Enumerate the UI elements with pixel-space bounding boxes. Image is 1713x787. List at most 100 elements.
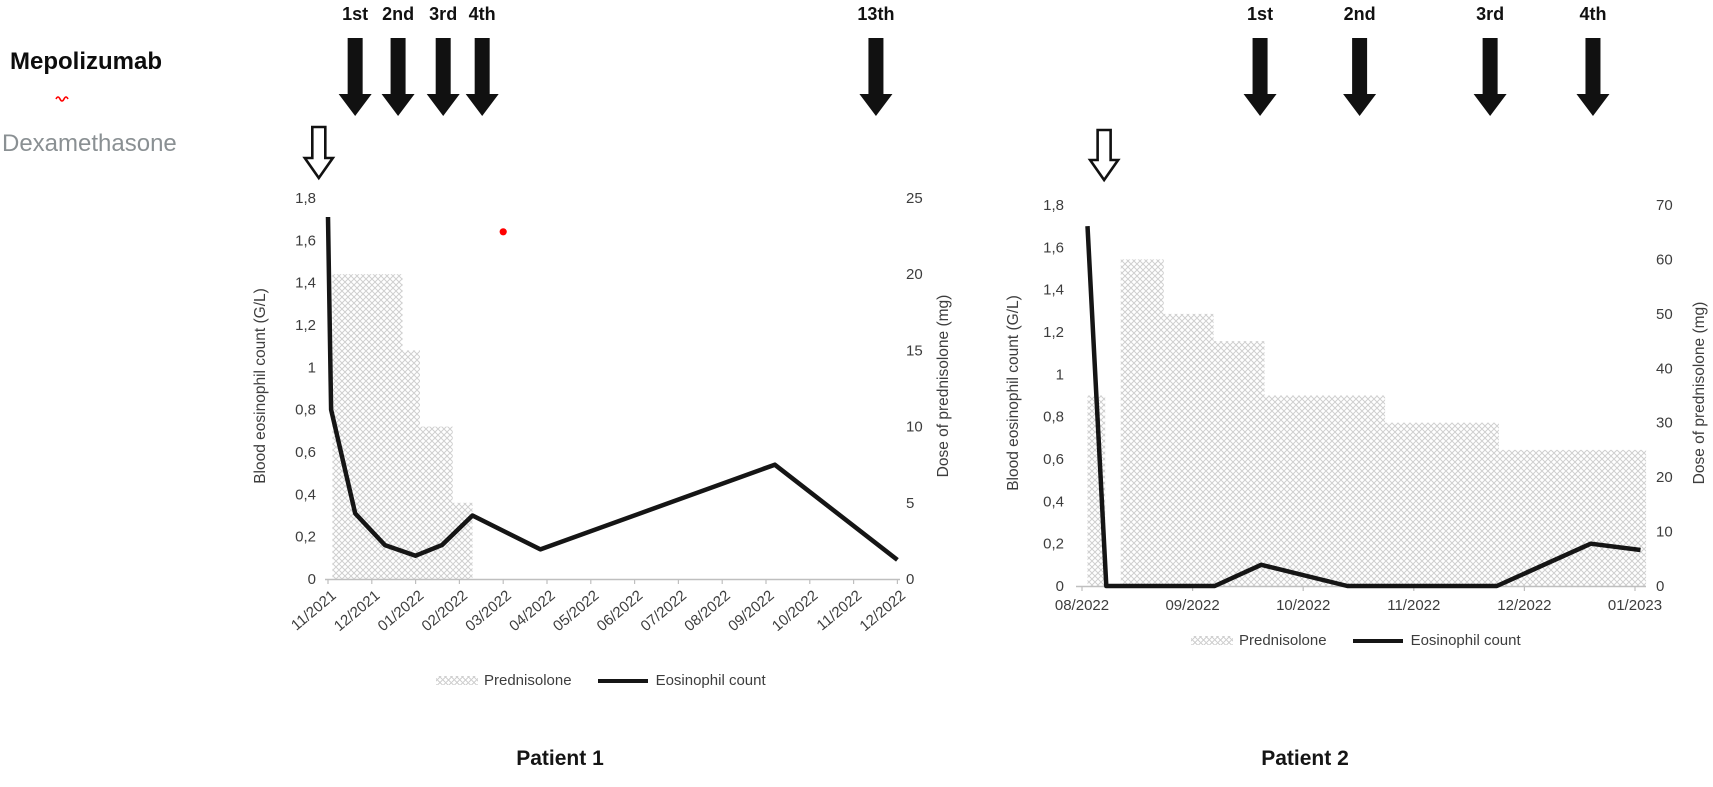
patient1-right-axis-labels: 0 5 10 15 20 25 <box>906 190 923 588</box>
svg-text:1,8: 1,8 <box>1043 197 1064 214</box>
svg-text:1,6: 1,6 <box>295 232 316 249</box>
svg-text:1,4: 1,4 <box>295 275 316 292</box>
injection-label: 2nd <box>1344 4 1376 24</box>
svg-text:1: 1 <box>1056 366 1064 383</box>
svg-text:11/2022: 11/2022 <box>814 587 866 634</box>
prednisolone-step-50mg <box>1163 313 1214 586</box>
patient1-left-axis-labels: 0 0,2 0,4 0,6 0,8 1 1,2 1,4 1,6 1,8 <box>295 190 316 588</box>
svg-text:30: 30 <box>1656 415 1673 432</box>
svg-text:11/2021: 11/2021 <box>288 587 340 634</box>
svg-text:60: 60 <box>1656 251 1673 268</box>
dexamethasone-arrow-icon <box>1087 128 1121 183</box>
svg-text:20: 20 <box>1656 469 1673 486</box>
injection-label: 1st <box>342 4 368 24</box>
mepolizumab-arrow-icon <box>381 38 415 116</box>
patient1-chart: 11/202112/202101/202202/202203/202204/20… <box>252 4 952 635</box>
svg-text:70: 70 <box>1656 197 1673 214</box>
patient2-left-axis-labels: 0 0,2 0,4 0,6 0,8 1 1,2 1,4 1,6 1,8 <box>1043 197 1064 595</box>
prednisolone-step-20mg <box>332 274 403 579</box>
svg-text:1: 1 <box>308 359 316 376</box>
svg-text:03/2022: 03/2022 <box>462 587 514 635</box>
svg-text:12/2022: 12/2022 <box>856 587 908 635</box>
mepolizumab-arrow-icon <box>1576 38 1610 116</box>
injection-label: 13th <box>857 4 894 24</box>
svg-text:0,8: 0,8 <box>295 402 316 419</box>
dexamethasone-arrow-icon <box>302 125 336 181</box>
svg-text:09/2022: 09/2022 <box>725 587 777 635</box>
patient1-right-axis-title: Dose of prednisolone (mg) <box>935 295 952 478</box>
svg-text:0,2: 0,2 <box>295 529 316 546</box>
svg-text:15: 15 <box>906 342 923 359</box>
svg-text:50: 50 <box>1656 306 1673 323</box>
svg-text:5: 5 <box>906 495 914 512</box>
svg-text:1,6: 1,6 <box>1043 239 1064 256</box>
prednisolone-swatch-icon <box>436 676 478 685</box>
svg-text:1,8: 1,8 <box>295 190 316 207</box>
prednisolone-step-5mg <box>452 502 473 579</box>
injection-label: 3rd <box>1476 4 1504 24</box>
svg-text:05/2022: 05/2022 <box>550 587 602 635</box>
svg-text:0,4: 0,4 <box>1043 493 1064 510</box>
svg-text:11/2022: 11/2022 <box>1387 597 1440 614</box>
prednisolone-step-25mg <box>1499 449 1647 586</box>
red-dot-marker <box>499 228 507 236</box>
svg-text:0: 0 <box>1056 578 1064 595</box>
svg-text:12/2021: 12/2021 <box>331 587 383 635</box>
patient2-prednisolone-area <box>1087 259 1647 586</box>
injection-label: 2nd <box>382 4 414 24</box>
patient1-mepolizumab-arrows: 1st 2nd 3rd 4th 13th <box>338 4 894 116</box>
patient2-x-labels: 08/2022 09/2022 10/2022 11/2022 12/2022 01/20… <box>1055 597 1662 614</box>
mepolizumab-arrow-icon <box>859 38 893 116</box>
prednisolone-step-45mg <box>1213 341 1265 586</box>
prednisolone-step-30mg <box>1385 422 1499 586</box>
patient2-right-axis-labels: 0 10 20 30 40 50 60 70 <box>1656 197 1673 595</box>
svg-text:02/2022: 02/2022 <box>418 587 470 635</box>
svg-text:0: 0 <box>906 571 914 588</box>
svg-text:12/2022: 12/2022 <box>1497 597 1551 614</box>
injection-label: 4th <box>469 4 496 24</box>
prednisolone-swatch-icon <box>1191 636 1233 645</box>
eosinophil-swatch-icon <box>1352 638 1403 643</box>
dexamethasone-row-label: Dexamethasone <box>2 130 177 157</box>
patient1-legend: Prednisolone Eosinophil count <box>436 672 766 689</box>
svg-text:0,6: 0,6 <box>1043 451 1064 468</box>
svg-text:10: 10 <box>1656 524 1673 541</box>
svg-text:08/2022: 08/2022 <box>1055 597 1109 614</box>
red-squiggle-artifact <box>55 96 69 102</box>
svg-text:0,4: 0,4 <box>295 486 316 503</box>
patient2-chart: 08/2022 09/2022 10/2022 11/2022 12/2022 01/20… <box>1005 4 1708 614</box>
injection-label: 3rd <box>429 4 457 24</box>
patient1-eosinophil-line <box>325 216 899 562</box>
patient2-eosinophil-line <box>1085 225 1641 589</box>
legend-eosinophil-label: Eosinophil count <box>655 672 766 689</box>
svg-text:09/2022: 09/2022 <box>1165 597 1219 614</box>
svg-text:40: 40 <box>1656 360 1673 377</box>
patient2-right-axis-title: Dose of prednisolone (mg) <box>1691 302 1708 485</box>
svg-text:06/2022: 06/2022 <box>594 587 646 635</box>
svg-text:10: 10 <box>906 419 923 436</box>
svg-text:1,4: 1,4 <box>1043 282 1064 299</box>
prednisolone-step-35mg <box>1264 395 1386 586</box>
svg-text:08/2022: 08/2022 <box>681 587 733 635</box>
patient1-left-axis-title: Blood eosinophil count (G/L) <box>252 288 269 484</box>
patient1-x-axis <box>325 578 900 584</box>
svg-text:0,8: 0,8 <box>1043 409 1064 426</box>
svg-text:0: 0 <box>308 571 316 588</box>
injection-label: 4th <box>1579 4 1606 24</box>
mepolizumab-arrow-icon <box>465 38 499 116</box>
svg-text:0: 0 <box>1656 578 1664 595</box>
legend-eosinophil-label: Eosinophil count <box>1410 632 1521 649</box>
svg-text:04/2022: 04/2022 <box>506 587 558 635</box>
mepolizumab-arrow-icon <box>1243 38 1277 116</box>
svg-text:0,2: 0,2 <box>1043 536 1064 553</box>
svg-text:25: 25 <box>906 190 923 207</box>
injection-label: 1st <box>1247 4 1273 24</box>
legend-prednisolone-label: Prednisolone <box>1239 632 1327 649</box>
mepolizumab-arrow-icon <box>338 38 372 116</box>
svg-text:01/2022: 01/2022 <box>375 587 427 635</box>
prednisolone-step-60mg <box>1120 259 1164 586</box>
svg-text:10/2022: 10/2022 <box>1276 597 1330 614</box>
legend-prednisolone-label: Prednisolone <box>484 672 572 689</box>
